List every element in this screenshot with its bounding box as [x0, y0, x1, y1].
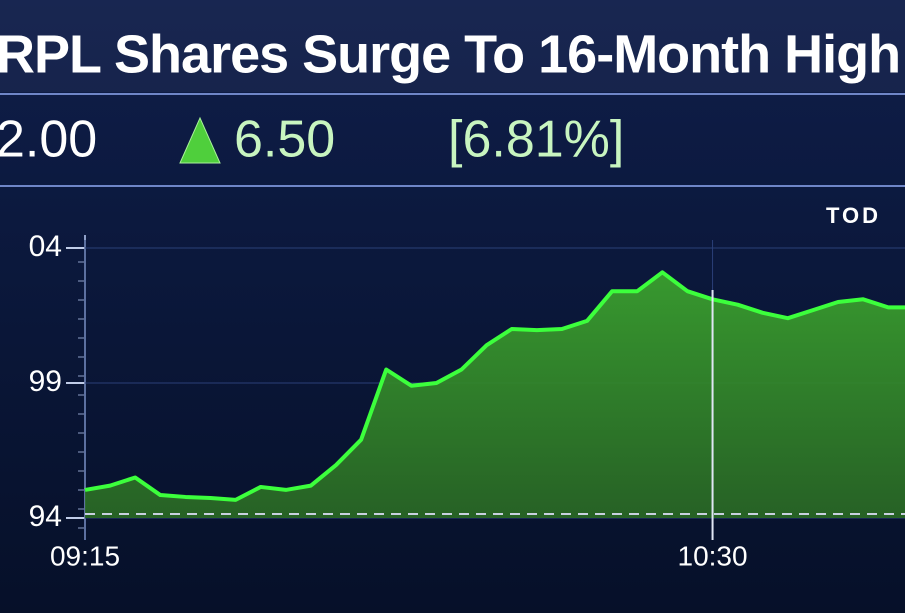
y-tick-label: 99 [29, 365, 62, 398]
change: 6.50 [234, 111, 335, 169]
y-tick-label: 94 [29, 500, 62, 533]
headline: RPL Shares Surge To 16-Month High [0, 24, 900, 84]
title-band [0, 0, 905, 92]
line [84, 270, 905, 502]
y-tick-label: 04 [29, 230, 62, 263]
up-arrow [179, 116, 221, 164]
price: 2.00 [0, 111, 97, 169]
area [85, 272, 905, 518]
x-tick-label: 10:30 [678, 540, 748, 571]
x-tick-label: 09:15 [50, 540, 120, 571]
change-percent: [6.81%] [448, 111, 624, 169]
period-label: TOD [826, 203, 881, 228]
